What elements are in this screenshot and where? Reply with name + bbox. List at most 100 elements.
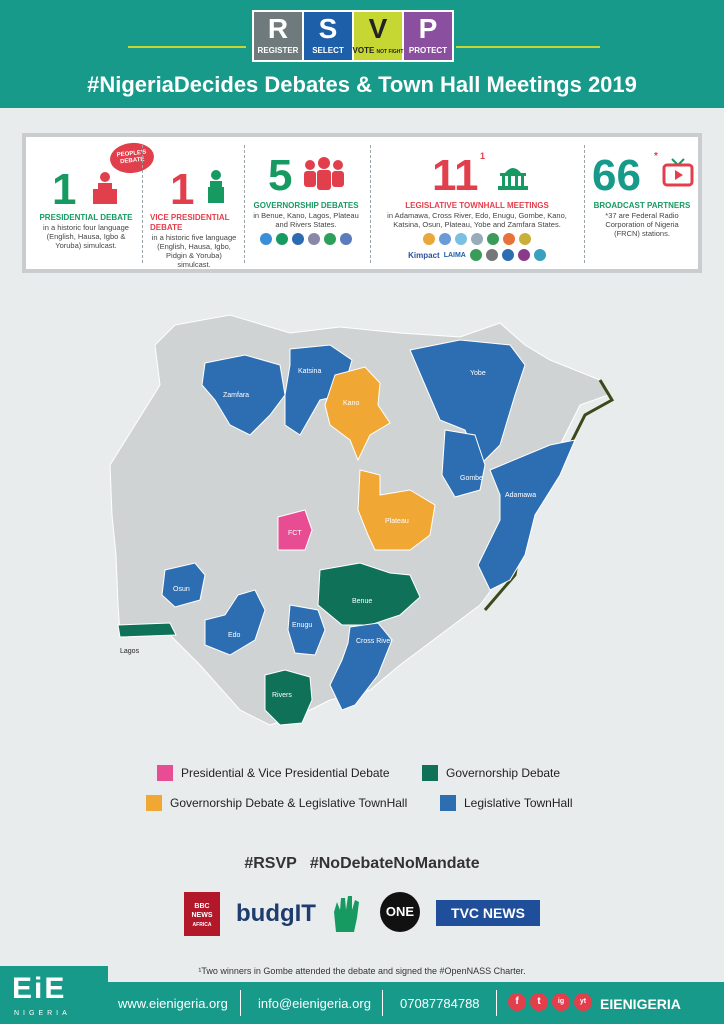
- map-state-enugu: [287, 604, 326, 656]
- stat-governorship-number: 5: [268, 151, 293, 200]
- bbc-news-label: BBC NEWS: [191, 903, 213, 919]
- partner-logo-icon: [260, 233, 272, 245]
- map-state-kano: [324, 366, 391, 462]
- rsvp-logo: R REGISTER S SELECT V VOTE NOT FIGHT P P…: [252, 10, 454, 62]
- map-state-edo: [204, 589, 266, 656]
- stat-broadcast-number: 66: [592, 151, 641, 200]
- map-state-adamawa: [477, 439, 576, 591]
- map-label-rivers: Rivers: [272, 692, 292, 699]
- rsvp-word-protect: PROTECT: [408, 46, 448, 55]
- rsvp-letter-v: V: [368, 13, 388, 44]
- stat-governorship: 5 GOVERNORSHIP DEBATES in Benue, Kano, L…: [246, 137, 366, 269]
- map-label-cross-river-text: Cross River: [356, 638, 393, 645]
- legend-swatch-green: [422, 765, 438, 781]
- hashtags: #RSVP #NoDebateNoMandate: [244, 855, 480, 872]
- green-hand-icon: [334, 896, 359, 932]
- map-label-katsina: Katsina: [298, 368, 321, 375]
- nigeria-map: Zamfara Katsina Kano Yobe Gombe Adamawa …: [80, 305, 640, 735]
- instagram-icon[interactable]: ig: [552, 993, 570, 1011]
- stat-legislative-top: 11 1: [372, 149, 582, 201]
- legend-governorship: Governorship Debate: [422, 765, 560, 781]
- stat-legislative-desc: in Adamawa, Cross River, Edo, Enugu, Gom…: [387, 211, 567, 229]
- legislative-partner-logos-row2: Kimpact LAIMA: [372, 249, 582, 261]
- phone-number: 07087784788: [400, 996, 480, 1011]
- map-label-osun: Osun: [173, 586, 190, 593]
- eie-logo: EiE: [12, 972, 67, 1005]
- stat-vice-number: 1: [170, 165, 195, 214]
- lectern-icon: [208, 170, 224, 203]
- map-state-fct: [277, 509, 313, 551]
- legend-governorship-legislative: Governorship Debate & Legislative TownHa…: [146, 795, 407, 811]
- map-state-cross-river: [329, 622, 393, 711]
- stat-broadcast: 66 * BROADCAST PARTNERS *37 are Federal …: [586, 137, 698, 269]
- stat-broadcast-heading: BROADCAST PARTNERS: [593, 201, 691, 210]
- map-state-zamfara: [201, 354, 286, 436]
- bbc-africa-label: AFRICA: [192, 922, 212, 928]
- stat-presidential-top: 1 PEOPLE'S DEBATE: [32, 137, 156, 213]
- stat-governorship-top: 5: [246, 149, 366, 201]
- rsvp-vote-label: VOTE: [352, 46, 375, 55]
- partner-logo-icon: [519, 233, 531, 245]
- youtube-icon[interactable]: yt: [574, 993, 592, 1011]
- rsvp-letter-p: P: [418, 13, 438, 44]
- email-link[interactable]: info@eienigeria.org: [258, 996, 371, 1011]
- rsvp-tile-protect: P PROTECT: [404, 12, 452, 60]
- stat-presidential-heading: PRESIDENTIAL DEBATE: [39, 213, 133, 222]
- partner-logo-icon: [487, 233, 499, 245]
- map-state-osun: [161, 562, 206, 608]
- stat-legislative: 11 1 LEGISLATIVE TOWNHALL MEETINGS in Ad…: [372, 137, 582, 269]
- stat-governorship-heading: GOVERNORSHIP DEBATES: [253, 201, 359, 210]
- map-label-gombe: Gombe: [460, 475, 483, 482]
- map-label-cross-river: Cross River: [356, 638, 393, 645]
- legend-label-governorship-legislative: Governorship Debate & Legislative TownHa…: [170, 796, 408, 810]
- map-label-yobe: Yobe: [470, 370, 486, 377]
- legend-swatch-orange: [146, 795, 162, 811]
- budgit-logo: budgIT: [236, 900, 316, 927]
- stat-governorship-desc: in Benue, Kano, Lagos, Plateau and River…: [253, 211, 359, 229]
- map-label-fct: FCT: [288, 530, 302, 537]
- footer-divider: [496, 990, 497, 1016]
- map-label-lagos: Lagos: [120, 648, 140, 655]
- legend-swatch-blue: [440, 795, 456, 811]
- assembly-building-icon: [498, 168, 528, 190]
- facebook-icon[interactable]: f: [508, 993, 526, 1011]
- stat-divider: [142, 145, 143, 263]
- rsvp-letter-r: R: [267, 13, 289, 44]
- partner-logo-icon: [439, 233, 451, 245]
- stat-presidential-number: 1: [52, 165, 77, 214]
- stat-legislative-number: 11: [432, 151, 479, 200]
- map-state-katsina: [284, 344, 353, 436]
- partner-logo-icon: [469, 249, 482, 261]
- twitter-icon[interactable]: t: [530, 993, 548, 1011]
- rsvp-word-select: SELECT: [312, 46, 344, 55]
- legislative-partner-logos: [372, 233, 582, 245]
- partner-logo-icon: [292, 233, 304, 245]
- stat-legislative-heading: LEGISLATIVE TOWNHALL MEETINGS: [405, 201, 549, 210]
- map-state-plateau: [357, 469, 436, 551]
- eie-logo-sub: NIGERIA: [14, 1010, 71, 1017]
- footer-bar: EiE NIGERIA www.eienigeria.org info@eien…: [0, 966, 724, 1024]
- tvc-news-logo: TVC NEWS: [436, 900, 540, 926]
- rsvp-tile-register: R REGISTER: [254, 12, 302, 60]
- people-group-icon: [304, 157, 344, 190]
- stat-divider: [370, 145, 371, 263]
- map-label-plateau: Plateau: [385, 518, 409, 525]
- map-label-enugu: Enugu: [292, 622, 312, 629]
- nigeria-map-svg: Zamfara Katsina Kano Yobe Gombe Adamawa …: [109, 314, 615, 726]
- map-label-kano: Kano: [343, 400, 359, 407]
- stat-vice-heading: VICE PRESIDENTIAL DEBATE: [150, 213, 230, 232]
- tv-icon: [662, 158, 694, 187]
- footer-divider: [382, 990, 383, 1016]
- map-label-adamawa: Adamawa: [505, 492, 536, 499]
- governorship-partner-logos: [246, 233, 366, 245]
- legend-presidential: Presidential & Vice Presidential Debate: [157, 765, 390, 781]
- website-link[interactable]: www.eienigeria.org: [118, 996, 228, 1011]
- rsvp-tile-select: S SELECT: [304, 12, 352, 60]
- stat-presidential-desc: in a historic four language (English, Ha…: [43, 223, 129, 250]
- partner-logo-icon: [501, 249, 514, 261]
- partner-logo-icon: [340, 233, 352, 245]
- stats-panel: 1 PEOPLE'S DEBATE PRESIDENTIAL DEBATE in…: [22, 133, 702, 273]
- legend-label-presidential: Presidential & Vice Presidential Debate: [181, 766, 390, 780]
- rsvp-letter-s: S: [318, 13, 338, 44]
- partner-logo-icon: [485, 249, 498, 261]
